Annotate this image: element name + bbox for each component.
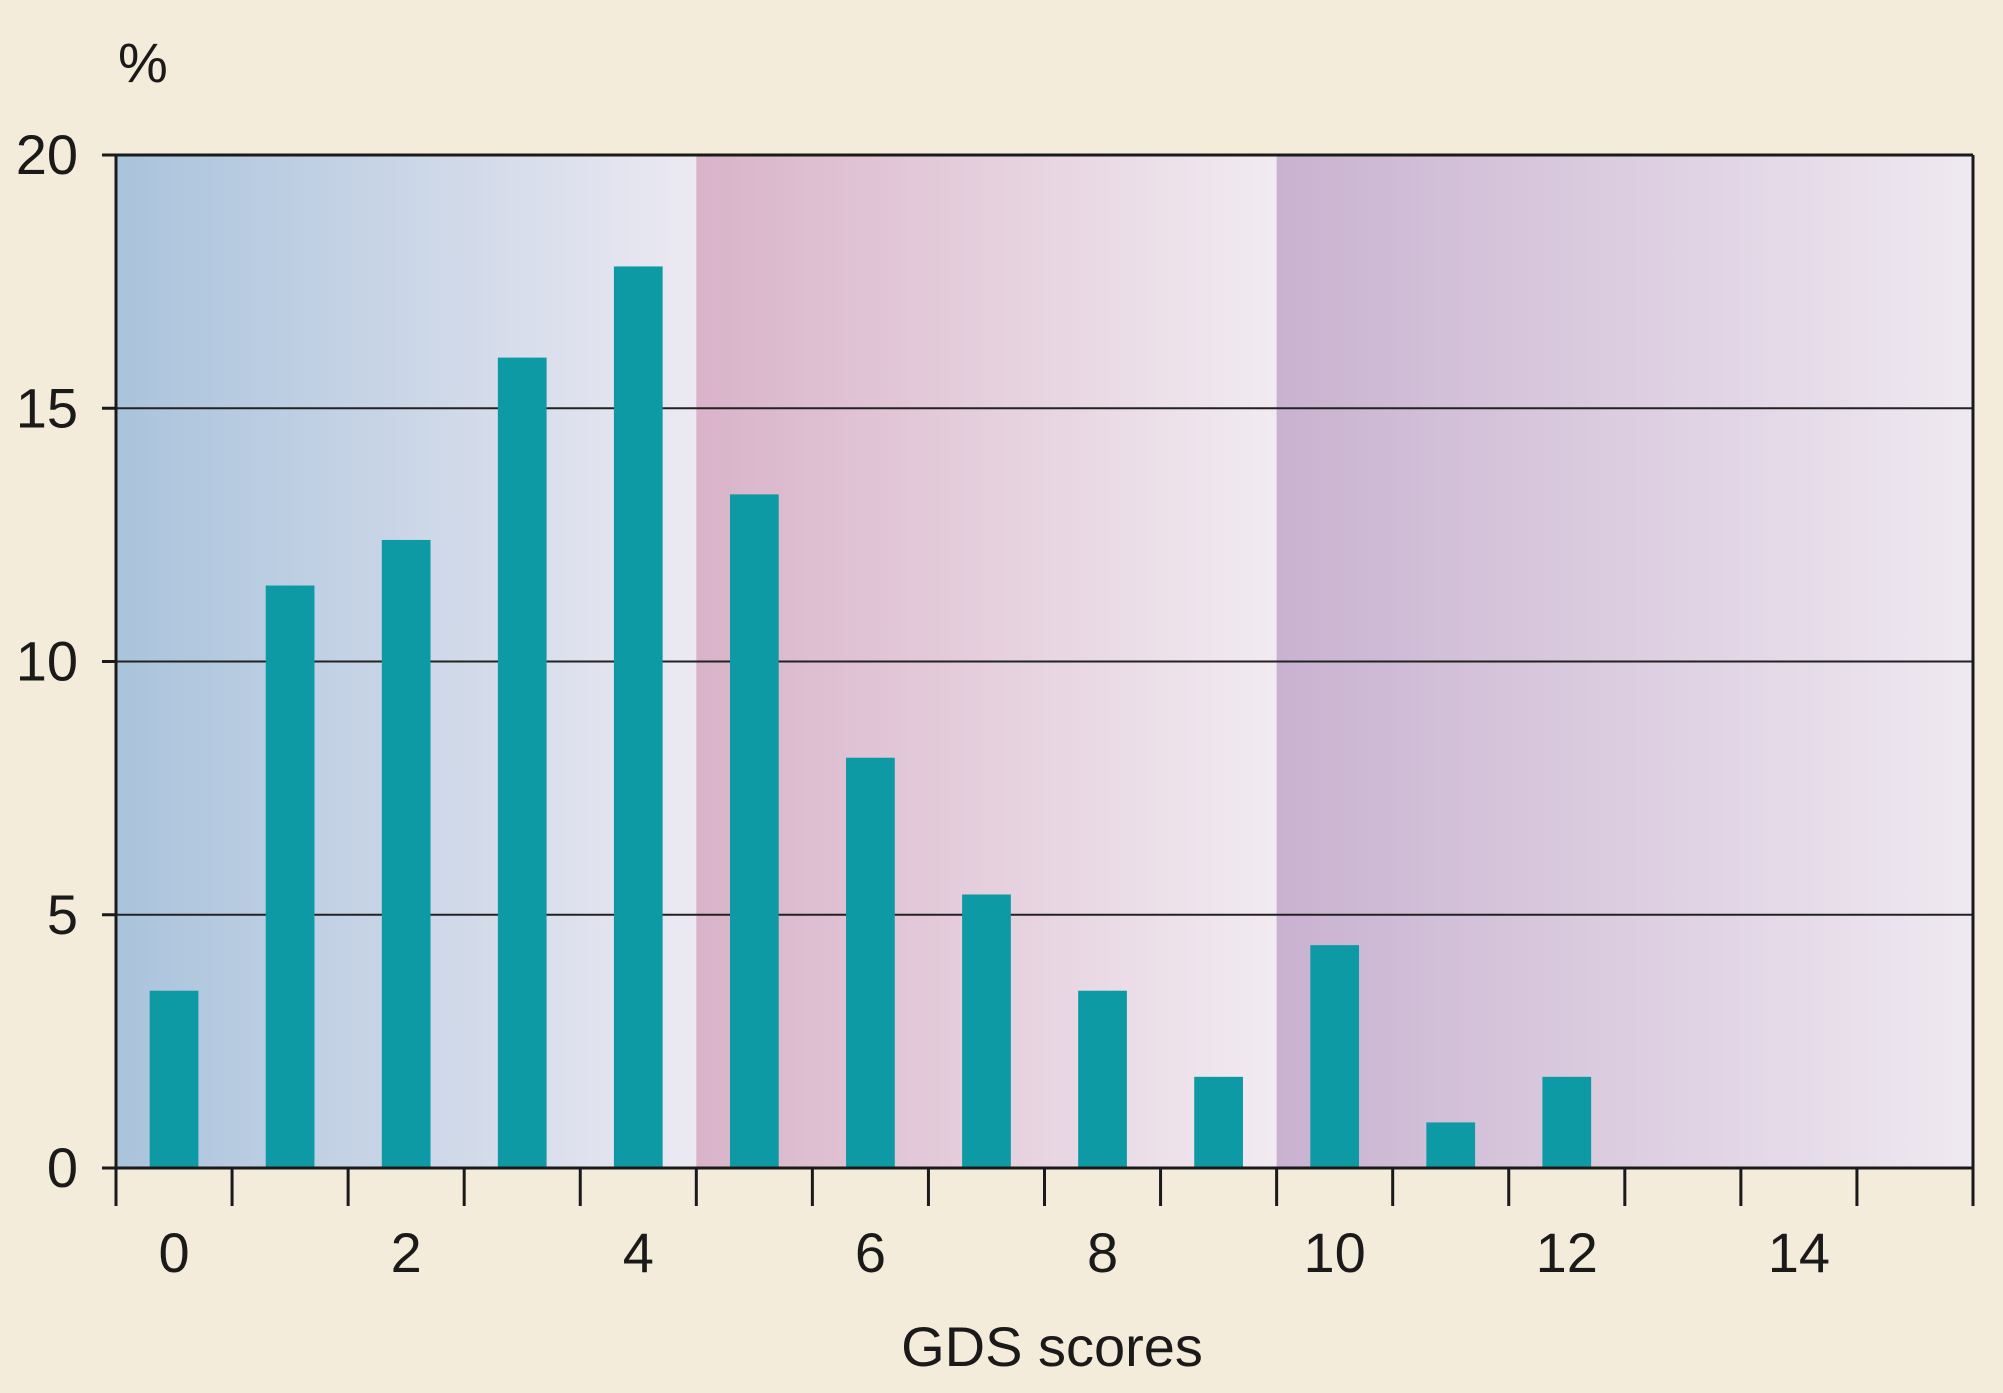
y-tick-label: 15 xyxy=(16,376,78,439)
bar xyxy=(1426,1122,1476,1168)
y-tick-label: 10 xyxy=(16,630,78,693)
y-axis-ticks: 0 5 10 15 20 xyxy=(16,123,116,1199)
bar xyxy=(962,894,1011,1168)
x-tick-label: 2 xyxy=(391,1221,422,1284)
x-tick-label: 6 xyxy=(855,1221,886,1284)
bar xyxy=(1078,990,1127,1168)
x-tick-label: 4 xyxy=(623,1221,654,1284)
bar xyxy=(265,585,315,1168)
y-tick-label: 0 xyxy=(47,1136,78,1199)
bar xyxy=(1542,1076,1592,1168)
x-tick-label: 8 xyxy=(1087,1221,1118,1284)
bar xyxy=(1194,1076,1243,1168)
bar xyxy=(613,266,663,1168)
x-axis-label: GDS scores xyxy=(901,1315,1203,1378)
x-tick-label: 12 xyxy=(1536,1221,1598,1284)
bar xyxy=(846,757,895,1168)
bar xyxy=(497,357,547,1169)
x-tick-label: 14 xyxy=(1768,1221,1830,1284)
y-tick-label: 20 xyxy=(16,123,78,186)
x-axis-ticks: 0 2 4 6 8 10 12 14 xyxy=(114,1168,1975,1284)
bar xyxy=(729,494,779,1169)
x-tick-label: 10 xyxy=(1304,1221,1366,1284)
y-tick-label: 5 xyxy=(47,883,78,946)
y-axis-label: % xyxy=(118,31,168,94)
x-tick-label: 0 xyxy=(158,1221,189,1284)
bar xyxy=(149,990,199,1168)
bar xyxy=(1310,945,1360,1168)
bar xyxy=(381,539,431,1168)
bars xyxy=(149,266,1592,1169)
